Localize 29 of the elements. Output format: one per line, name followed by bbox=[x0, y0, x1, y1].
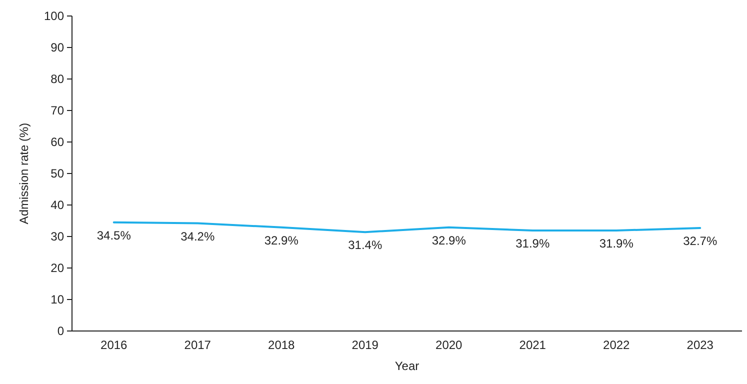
y-tick-label: 10 bbox=[50, 292, 64, 307]
x-axis-title: Year bbox=[394, 359, 420, 373]
y-axis-title: Admission rate (%) bbox=[17, 122, 31, 224]
data-label: 31.9% bbox=[516, 236, 550, 251]
y-tick-label: 100 bbox=[44, 9, 64, 24]
x-tick-label: 2016 bbox=[100, 338, 128, 352]
y-tick-label: 30 bbox=[50, 230, 64, 244]
y-tick-label: 90 bbox=[50, 40, 64, 55]
data-label: 31.9% bbox=[599, 236, 634, 251]
x-tick-label: 2017 bbox=[184, 338, 212, 352]
y-tick-label: 70 bbox=[50, 104, 64, 118]
x-tick-label: 2019 bbox=[352, 338, 379, 352]
x-tick-label: 2021 bbox=[519, 338, 546, 352]
data-label: 34.2% bbox=[180, 229, 215, 244]
data-label: 31.4% bbox=[348, 238, 382, 252]
x-tick-label: 2022 bbox=[603, 338, 630, 352]
data-label: 32.9% bbox=[264, 233, 299, 248]
x-tick-label: 2018 bbox=[268, 338, 296, 352]
data-label: 32.7% bbox=[683, 234, 718, 248]
data-label: 34.5% bbox=[96, 228, 132, 242]
x-tick-label: 2023 bbox=[686, 338, 714, 352]
y-tick-label: 0 bbox=[57, 324, 64, 338]
data-label: 32.9% bbox=[432, 233, 466, 248]
y-tick-label: 20 bbox=[50, 261, 64, 276]
y-tick-label: 40 bbox=[50, 198, 64, 212]
y-tick-label: 60 bbox=[50, 135, 64, 150]
x-tick-label: 2020 bbox=[436, 338, 463, 352]
y-tick-label: 50 bbox=[50, 166, 64, 181]
y-tick-label: 80 bbox=[50, 72, 64, 86]
